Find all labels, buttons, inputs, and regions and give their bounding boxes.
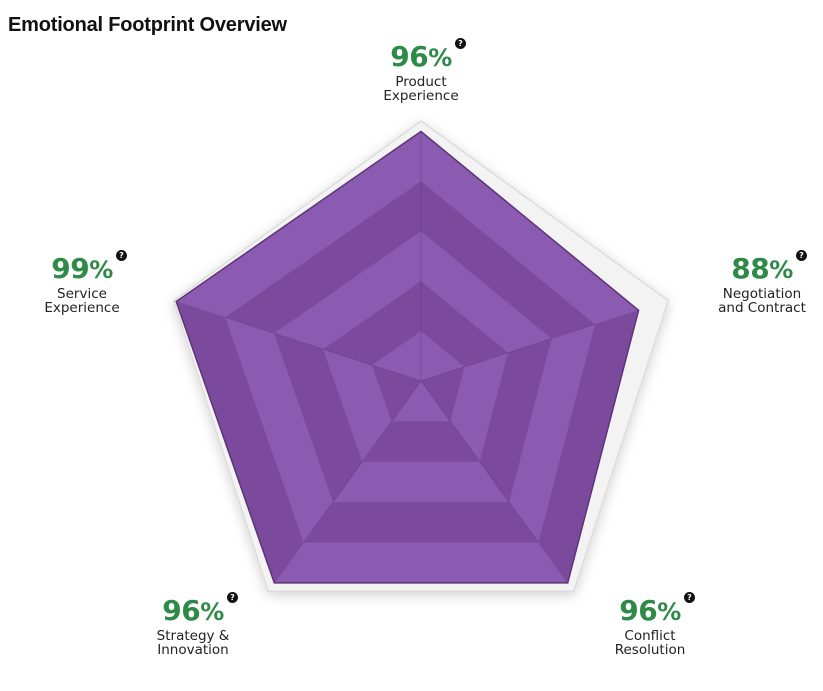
metric-value: 96%? [619,592,695,627]
radar-spoke [420,309,639,382]
question-circle-icon[interactable]: ? [683,592,695,603]
metric-value-number: 99 [51,252,90,285]
metric-label-group: 96%? Product Experience [336,38,506,104]
page-title: Emotional Footprint Overview [8,14,287,36]
metric-value-number: 88 [731,252,770,285]
metric-value: 96%? [390,38,466,73]
metric-value-number: 96 [390,40,429,73]
metric-value: 99%? [51,250,127,285]
metric-value: 88%? [731,250,807,285]
metric-label-group: 96%? Strategy & Innovation [108,592,278,658]
metric-value: 96%? [162,592,238,627]
metric-label-group: 99%? Service Experience [0,250,167,316]
radar-spoke [273,380,422,584]
radar-segment-band [421,331,465,381]
radar-segment-band [421,366,465,422]
radar-segment-band [391,381,451,422]
question-circle-icon[interactable]: ? [115,250,127,261]
metric-category-label: Conflict Resolution [614,628,686,658]
metric-label-group: 88%? Negotiation and Contract [677,250,823,316]
metric-value-unit: % [200,598,224,626]
metric-value-number: 96 [162,594,201,627]
metric-value-number: 96 [619,594,658,627]
radar-spoke [420,380,569,584]
metric-category-label: Negotiation and Contract [718,286,806,316]
metric-value-unit: % [769,256,793,284]
metric-category-label: Service Experience [44,286,120,316]
radar-segment-band [372,365,421,422]
metric-label-group: 96%? Conflict Resolution [565,592,735,658]
radar-series-outline [175,130,640,584]
question-circle-icon[interactable]: ? [454,38,466,49]
metric-category-label: Strategy & Innovation [156,628,230,658]
question-circle-icon[interactable]: ? [795,250,807,261]
metric-value-unit: % [89,256,113,284]
question-circle-icon[interactable]: ? [226,592,238,603]
radar-segment-band [372,331,421,381]
metric-value-unit: % [657,598,681,626]
metric-value-unit: % [428,44,452,72]
radar-spoke [176,300,422,382]
metric-category-label: Product Experience [383,74,459,104]
